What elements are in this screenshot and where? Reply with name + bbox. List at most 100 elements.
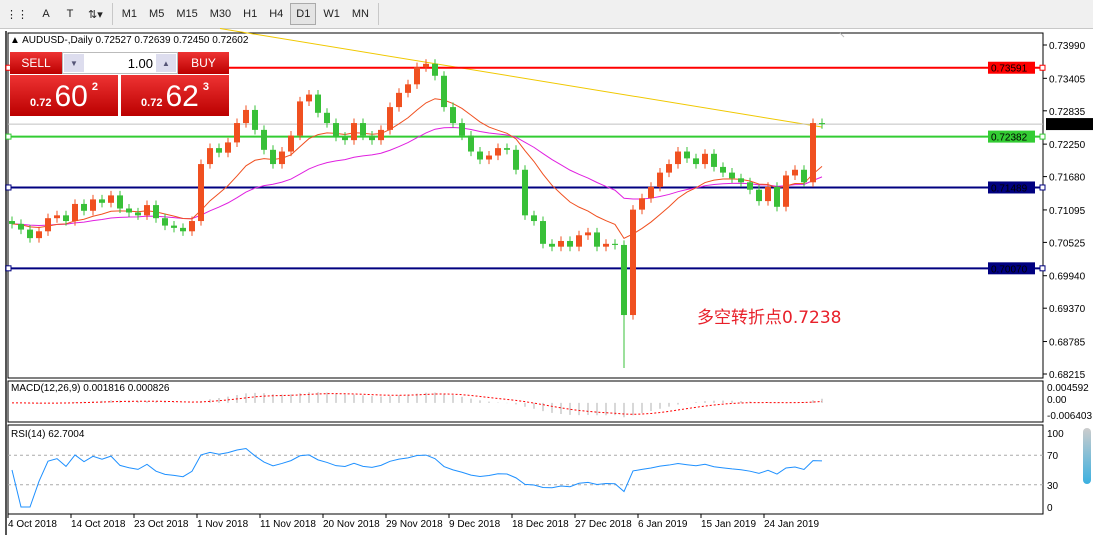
rsi-tick-label: 70 bbox=[1047, 451, 1059, 462]
scroll-marker bbox=[839, 32, 845, 38]
timeframe-m15[interactable]: M15 bbox=[176, 8, 198, 20]
timeframe-m1[interactable]: M1 bbox=[121, 8, 138, 20]
price-tick-label: 0.69940 bbox=[1049, 272, 1086, 283]
buy-price-pip: 3 bbox=[202, 81, 209, 93]
candle-body bbox=[783, 175, 789, 207]
candle-body bbox=[756, 189, 762, 202]
candle-body bbox=[819, 123, 825, 125]
candle-body bbox=[90, 199, 96, 211]
date-tick-label: 27 Dec 2018 bbox=[575, 519, 632, 530]
macd-tick-label: 0.004592 bbox=[1047, 383, 1089, 394]
candle-body bbox=[414, 67, 420, 85]
candle-body bbox=[63, 215, 69, 222]
candle-body bbox=[648, 186, 654, 199]
price-label-bg bbox=[988, 181, 1035, 194]
timeframe-h4[interactable]: H4 bbox=[269, 8, 284, 20]
candle-body bbox=[198, 164, 204, 222]
candle-body bbox=[162, 218, 168, 226]
candle-body bbox=[468, 135, 474, 152]
candle-body bbox=[693, 158, 699, 165]
text-label-icon[interactable]: T bbox=[66, 8, 74, 20]
candle-body bbox=[99, 199, 105, 203]
pivot-annotation: 多空转折点0.7238 bbox=[697, 308, 842, 328]
date-tick-label: 20 Nov 2018 bbox=[323, 519, 380, 530]
rsi-line bbox=[11, 447, 823, 508]
candle-body bbox=[180, 227, 186, 232]
candle-body bbox=[270, 149, 276, 165]
line-handle bbox=[1039, 265, 1046, 272]
rsi-tick-label: 30 bbox=[1047, 481, 1059, 492]
timeframe-m5[interactable]: M5 bbox=[149, 8, 165, 20]
buy-button[interactable]: BUY bbox=[178, 52, 229, 74]
candle-body bbox=[360, 123, 366, 136]
price-label-bg bbox=[988, 61, 1035, 74]
candle-body bbox=[27, 229, 33, 239]
candle-body bbox=[135, 212, 141, 216]
candle-body bbox=[252, 109, 258, 130]
candle-body bbox=[576, 235, 582, 247]
candle-body bbox=[261, 129, 267, 150]
candle-body bbox=[81, 203, 87, 211]
candle-body bbox=[126, 208, 132, 213]
arrows-icon[interactable]: ⇅▾ bbox=[88, 8, 103, 21]
candle-body bbox=[747, 182, 753, 190]
sell-price-button[interactable]: 0.72 60 2 bbox=[10, 75, 118, 116]
timeframe-d1[interactable]: D1 bbox=[290, 3, 317, 25]
candle-body bbox=[36, 231, 42, 239]
current-price-label: 0.72602 bbox=[1049, 120, 1086, 131]
candle-body bbox=[306, 94, 312, 102]
candle-body bbox=[594, 232, 600, 247]
price-tick-label: 0.73990 bbox=[1049, 41, 1086, 52]
price-tick-label: 0.69370 bbox=[1049, 304, 1086, 315]
macd-signal-line bbox=[11, 393, 823, 415]
current-price-bg bbox=[1046, 118, 1093, 131]
candle-body bbox=[9, 221, 15, 224]
date-tick-label: 6 Jan 2019 bbox=[638, 519, 688, 530]
decrease-lot-button[interactable]: ▼ bbox=[64, 54, 84, 72]
sell-button[interactable]: SELL bbox=[10, 52, 62, 74]
date-tick-label: 15 Jan 2019 bbox=[701, 519, 756, 530]
candle-body bbox=[396, 92, 402, 108]
timeframe-mn[interactable]: MN bbox=[351, 8, 369, 20]
candle-body bbox=[702, 153, 708, 165]
candle-body bbox=[738, 178, 744, 183]
candle-body bbox=[72, 203, 78, 222]
text-icon[interactable]: A bbox=[42, 8, 50, 20]
candle-body bbox=[666, 164, 672, 173]
rsi-label: RSI(14) 62.7004 bbox=[11, 429, 85, 440]
increase-lot-button[interactable]: ▲ bbox=[156, 54, 176, 72]
sell-price-pip: 2 bbox=[91, 81, 98, 93]
candle-body bbox=[297, 101, 303, 136]
grid-icon[interactable]: ⋮⋮ bbox=[6, 8, 28, 21]
timeframe-h1[interactable]: H1 bbox=[243, 8, 258, 20]
candle-body bbox=[288, 135, 294, 152]
candle-body bbox=[45, 218, 51, 232]
thermometer-slider-icon[interactable] bbox=[1083, 428, 1091, 484]
candle-body bbox=[144, 205, 150, 216]
chart-window[interactable] bbox=[5, 31, 1093, 535]
chart-title: AUDUSD-,Daily bbox=[22, 35, 93, 46]
candle-body bbox=[657, 172, 663, 187]
long-moving-average bbox=[219, 27, 823, 128]
candle-body bbox=[153, 205, 159, 219]
timeframe-w1[interactable]: W1 bbox=[323, 8, 340, 20]
candle-body bbox=[207, 148, 213, 165]
rsi-tick-label: 100 bbox=[1047, 429, 1064, 440]
collapse-triangle-icon[interactable]: ▲ bbox=[10, 35, 20, 46]
candle-body bbox=[387, 107, 393, 130]
date-tick-label: 29 Nov 2018 bbox=[386, 519, 443, 530]
buy-price-prefix: 0.72 bbox=[141, 97, 163, 109]
buy-price-button[interactable]: 0.72 62 3 bbox=[121, 75, 229, 116]
lot-size-input[interactable]: ▼ 1.00 ▲ bbox=[62, 52, 178, 74]
main-pane-border bbox=[7, 32, 1044, 379]
candle-body bbox=[405, 84, 411, 93]
candle-body bbox=[621, 244, 627, 316]
timeframe-m30[interactable]: M30 bbox=[209, 8, 232, 20]
candle-body bbox=[333, 123, 339, 137]
date-tick-label: 14 Oct 2018 bbox=[71, 519, 126, 530]
candle-body bbox=[711, 153, 717, 167]
candle-body bbox=[729, 172, 735, 179]
candle-body bbox=[369, 135, 375, 141]
candle-body bbox=[531, 215, 537, 222]
